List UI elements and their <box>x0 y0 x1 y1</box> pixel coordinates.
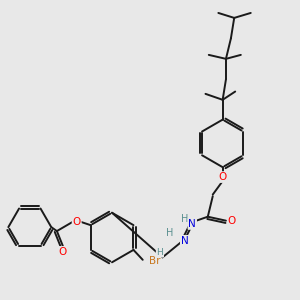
Text: Br: Br <box>149 256 160 266</box>
Text: O: O <box>73 217 81 227</box>
Text: H: H <box>157 248 163 257</box>
Text: H: H <box>167 228 174 238</box>
Text: N: N <box>188 219 196 229</box>
Text: H: H <box>181 214 188 224</box>
Text: O: O <box>59 247 67 257</box>
Text: N: N <box>181 236 189 246</box>
Text: O: O <box>218 172 227 182</box>
Text: O: O <box>228 216 236 226</box>
